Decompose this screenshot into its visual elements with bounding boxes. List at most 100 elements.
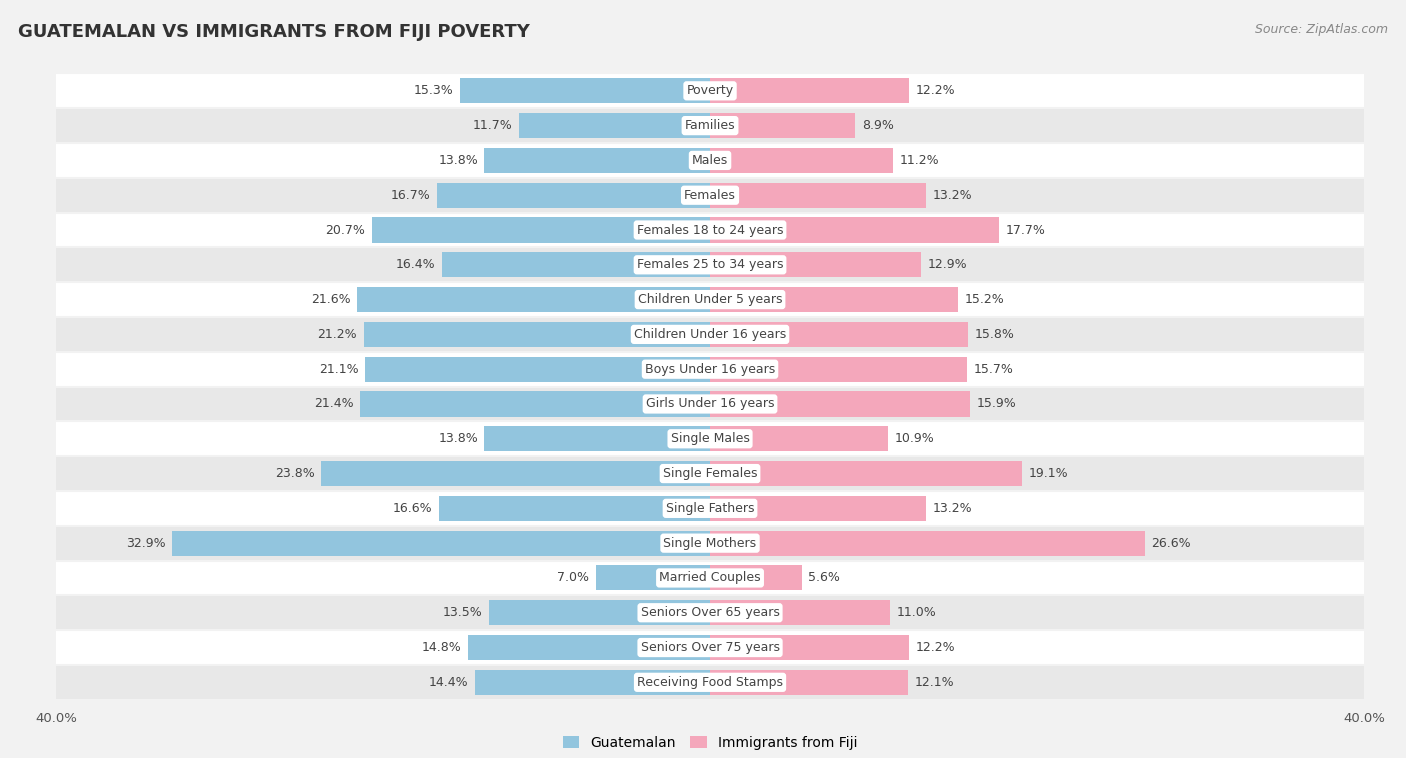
Text: Seniors Over 75 years: Seniors Over 75 years — [641, 641, 779, 654]
Text: 23.8%: 23.8% — [274, 467, 315, 480]
Bar — [710, 461, 1022, 486]
Bar — [321, 461, 710, 486]
Text: Married Couples: Married Couples — [659, 572, 761, 584]
Text: 11.2%: 11.2% — [900, 154, 939, 167]
Bar — [56, 665, 1364, 700]
Bar — [710, 148, 893, 173]
Text: 16.6%: 16.6% — [392, 502, 432, 515]
Bar — [439, 496, 710, 521]
Bar — [173, 531, 710, 556]
Text: Families: Families — [685, 119, 735, 132]
Text: Boys Under 16 years: Boys Under 16 years — [645, 362, 775, 376]
Bar — [56, 247, 1364, 282]
Text: Single Mothers: Single Mothers — [664, 537, 756, 550]
Bar — [710, 391, 970, 416]
Text: Source: ZipAtlas.com: Source: ZipAtlas.com — [1254, 23, 1388, 36]
Bar — [437, 183, 710, 208]
Text: Seniors Over 65 years: Seniors Over 65 years — [641, 606, 779, 619]
Bar — [56, 74, 1364, 108]
Text: Children Under 5 years: Children Under 5 years — [638, 293, 782, 306]
Text: Single Males: Single Males — [671, 432, 749, 445]
Bar — [360, 391, 710, 416]
Text: 14.8%: 14.8% — [422, 641, 461, 654]
Text: 26.6%: 26.6% — [1152, 537, 1191, 550]
Bar — [710, 496, 925, 521]
Bar — [357, 287, 710, 312]
Text: 17.7%: 17.7% — [1005, 224, 1046, 236]
Text: 13.2%: 13.2% — [932, 502, 972, 515]
Text: Children Under 16 years: Children Under 16 years — [634, 328, 786, 341]
Text: Receiving Food Stamps: Receiving Food Stamps — [637, 676, 783, 689]
Bar — [56, 595, 1364, 630]
Bar — [56, 491, 1364, 526]
Text: Single Females: Single Females — [662, 467, 758, 480]
Text: 5.6%: 5.6% — [808, 572, 839, 584]
Text: Females: Females — [685, 189, 735, 202]
Text: 11.7%: 11.7% — [472, 119, 512, 132]
Bar — [489, 600, 710, 625]
Text: 32.9%: 32.9% — [127, 537, 166, 550]
Bar — [56, 108, 1364, 143]
Text: 15.2%: 15.2% — [965, 293, 1005, 306]
Text: 12.1%: 12.1% — [914, 676, 953, 689]
Bar — [366, 357, 710, 382]
Bar — [710, 113, 855, 138]
Bar — [710, 670, 908, 695]
Text: 13.5%: 13.5% — [443, 606, 482, 619]
Bar — [519, 113, 710, 138]
Bar — [56, 421, 1364, 456]
Text: 16.7%: 16.7% — [391, 189, 430, 202]
Bar — [56, 317, 1364, 352]
Bar — [485, 426, 710, 451]
Text: 16.4%: 16.4% — [396, 258, 436, 271]
Bar — [710, 357, 967, 382]
Text: 13.8%: 13.8% — [439, 432, 478, 445]
Bar — [485, 148, 710, 173]
Bar — [56, 387, 1364, 421]
Text: 11.0%: 11.0% — [897, 606, 936, 619]
Text: 14.4%: 14.4% — [429, 676, 468, 689]
Bar — [475, 670, 710, 695]
Text: Males: Males — [692, 154, 728, 167]
Text: GUATEMALAN VS IMMIGRANTS FROM FIJI POVERTY: GUATEMALAN VS IMMIGRANTS FROM FIJI POVER… — [18, 23, 530, 41]
Text: 12.2%: 12.2% — [915, 84, 956, 97]
Bar — [710, 322, 969, 347]
Bar — [56, 143, 1364, 178]
Text: 15.8%: 15.8% — [974, 328, 1015, 341]
Bar — [56, 178, 1364, 212]
Text: 21.6%: 21.6% — [311, 293, 350, 306]
Bar — [468, 635, 710, 660]
Bar — [371, 218, 710, 243]
Legend: Guatemalan, Immigrants from Fiji: Guatemalan, Immigrants from Fiji — [557, 730, 863, 755]
Bar — [56, 561, 1364, 595]
Text: 7.0%: 7.0% — [557, 572, 589, 584]
Text: Girls Under 16 years: Girls Under 16 years — [645, 397, 775, 411]
Bar — [56, 212, 1364, 247]
Bar — [460, 78, 710, 103]
Text: 12.2%: 12.2% — [915, 641, 956, 654]
Bar — [441, 252, 710, 277]
Bar — [56, 456, 1364, 491]
Text: 21.2%: 21.2% — [318, 328, 357, 341]
Bar — [56, 630, 1364, 665]
Text: 15.3%: 15.3% — [413, 84, 453, 97]
Text: 21.1%: 21.1% — [319, 362, 359, 376]
Text: 15.7%: 15.7% — [973, 362, 1014, 376]
Bar — [596, 565, 710, 590]
Text: 10.9%: 10.9% — [894, 432, 935, 445]
Text: Poverty: Poverty — [686, 84, 734, 97]
Bar — [710, 183, 925, 208]
Text: 13.2%: 13.2% — [932, 189, 972, 202]
Text: 12.9%: 12.9% — [928, 258, 967, 271]
Bar — [710, 600, 890, 625]
Text: 13.8%: 13.8% — [439, 154, 478, 167]
Bar — [710, 78, 910, 103]
Text: Females 18 to 24 years: Females 18 to 24 years — [637, 224, 783, 236]
Bar — [710, 252, 921, 277]
Text: 15.9%: 15.9% — [976, 397, 1017, 411]
Text: 21.4%: 21.4% — [314, 397, 354, 411]
Bar — [710, 635, 910, 660]
Bar — [56, 352, 1364, 387]
Text: 19.1%: 19.1% — [1029, 467, 1069, 480]
Bar — [710, 531, 1144, 556]
